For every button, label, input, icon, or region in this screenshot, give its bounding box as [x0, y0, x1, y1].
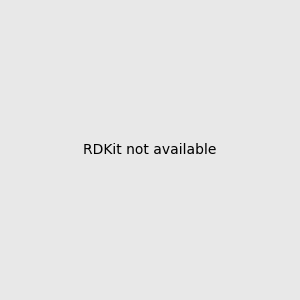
Text: RDKit not available: RDKit not available: [83, 143, 217, 157]
